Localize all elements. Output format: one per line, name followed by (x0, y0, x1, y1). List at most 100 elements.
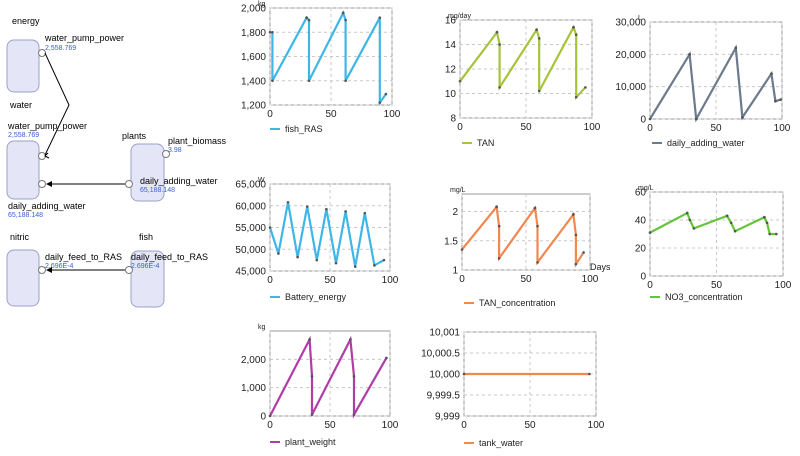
y-tick-label: 1,000 (241, 383, 266, 394)
y-tick-label: 14 (445, 40, 457, 51)
port-value-water-pump-power-out: 2,558.769 (45, 45, 76, 52)
data-point (458, 79, 462, 83)
y-tick-label: 2,000 (241, 355, 266, 366)
data-point (582, 251, 585, 254)
feed-connection-arrowhead (46, 267, 52, 273)
y-tick-label: 40 (635, 216, 647, 227)
data-point (770, 72, 773, 76)
port-value-water-pump-power-in: 2,558.769 (8, 132, 39, 139)
daily-feed-input-port[interactable] (38, 266, 46, 274)
data-point (741, 116, 744, 119)
data-point (384, 92, 388, 96)
data-point (574, 33, 578, 36)
data-point (462, 372, 466, 376)
data-point (344, 210, 347, 213)
port-label-daily-adding-water-out: daily_adding_water (140, 176, 218, 186)
legend-label: NO3_concentration (665, 292, 743, 302)
data-point (588, 372, 591, 376)
chart-tan-concentration: 1 1.5 2 0 50 100 mg/L Days TAN_concentration (444, 187, 610, 308)
data-point (535, 28, 538, 32)
x-tick-label: 100 (775, 280, 792, 291)
water-block[interactable] (6, 140, 40, 200)
energy-block[interactable] (6, 39, 40, 93)
legend-label: tank_water (479, 438, 523, 448)
x-tick-label: 0 (267, 109, 273, 120)
legend-label: plant_weight (285, 437, 336, 447)
y-tick-label: 0 (640, 272, 646, 283)
data-point (685, 211, 689, 215)
data-point (495, 205, 498, 209)
data-point (352, 375, 356, 378)
daily-adding-water-output-port[interactable] (125, 180, 133, 188)
x-tick-label: 50 (710, 123, 722, 134)
y-tick-label: 2 (452, 207, 458, 218)
y-tick-label: 10 (445, 89, 457, 100)
y-tick-label: 1,800 (241, 28, 266, 39)
y-tick-label: 30,000 (615, 18, 646, 29)
port-label-daily-feed-out: daily_feed_to_RAS (131, 252, 208, 262)
unit-label: mg/day (448, 13, 471, 20)
data-point (734, 46, 738, 50)
y-tick-label: 20,000 (615, 50, 646, 61)
y-tick-label: 10,000 (429, 370, 460, 381)
data-point (385, 356, 388, 360)
data-point (341, 11, 345, 15)
x-tick-label: 0 (647, 123, 653, 134)
data-point (349, 338, 352, 341)
chart-tank-water: 9,999 9,999.5 10,000 10,000.5 10,001 0 50 100 ta… (421, 328, 605, 449)
data-point (344, 18, 347, 22)
data-point (353, 265, 357, 268)
legend-label: daily_adding_water (667, 138, 745, 148)
y-tick-label: 12 (445, 65, 457, 76)
data-point (765, 221, 769, 225)
data-point (271, 79, 274, 83)
chart-tan: 8 10 12 14 16 0 50 100 mg/day TAN (445, 13, 601, 148)
fish-block[interactable] (130, 250, 165, 308)
data-point (648, 117, 652, 121)
data-point (775, 232, 778, 236)
y-tick-label: 1.5 (444, 236, 458, 247)
x-tick-label: 50 (524, 420, 536, 431)
data-point (310, 375, 314, 378)
group-label-water: water (9, 100, 32, 110)
x-tick-label: 50 (325, 109, 337, 120)
port-value-daily-adding-water-out: 65,188.148 (140, 187, 175, 194)
x-tick-label: 100 (774, 123, 791, 134)
legend-label: TAN_concentration (479, 298, 555, 308)
data-point (286, 200, 290, 204)
y-tick-label: 60,000 (235, 201, 266, 212)
unit-label: kg (258, 1, 266, 8)
legend-label: TAN (477, 138, 494, 148)
y-tick-label: 9,999.5 (427, 391, 461, 402)
y-tick-label: 10,000.5 (421, 349, 460, 360)
x-tick-label: 0 (647, 280, 653, 291)
daily-adding-water-input-port[interactable] (38, 180, 46, 188)
plant-biomass-port[interactable] (162, 150, 170, 158)
data-point (498, 43, 501, 46)
data-point (310, 413, 314, 416)
data-point (495, 30, 499, 34)
port-label-daily-feed-in: daily_feed_to_RAS (45, 252, 122, 262)
x-tick-label: 50 (324, 275, 336, 286)
plants-block[interactable] (130, 143, 165, 202)
unit-label: W (258, 177, 265, 184)
y-tick-label: 1,400 (241, 76, 266, 87)
data-point (729, 221, 733, 225)
y-tick-label: 9,999 (435, 412, 460, 423)
data-point (296, 255, 299, 259)
data-point (537, 37, 541, 40)
group-label-energy: energy (12, 16, 40, 26)
data-point (498, 86, 501, 89)
data-point (688, 218, 692, 222)
chart-battery-energy: 45,000 50,000 55,000 60,000 65,000 0 50 100 W Bat… (235, 177, 398, 302)
data-point (779, 98, 782, 101)
data-point (271, 30, 274, 34)
y-tick-label: 1 (452, 266, 458, 277)
x-tick-label: 100 (584, 122, 601, 133)
chart-fish-ras: 1,200 1,400 1,600 1,800 2,000 0 50 100 kg fish_RA… (241, 1, 401, 134)
nitric-block[interactable] (6, 249, 40, 307)
data-point (305, 16, 308, 20)
unit-label: mg/L (450, 187, 466, 194)
daily-feed-output-port[interactable] (125, 266, 133, 274)
data-point (363, 211, 367, 215)
